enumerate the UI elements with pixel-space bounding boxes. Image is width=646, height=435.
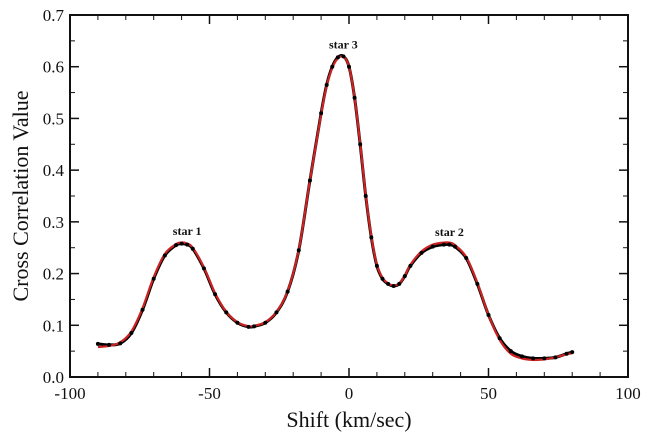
observed-data-point (519, 354, 524, 359)
annotations: star 1 star 3 star 2 (173, 38, 464, 239)
observed-data-point (475, 281, 480, 286)
observed-series-line (97, 54, 573, 361)
observed-data-point (347, 64, 351, 69)
observed-data-point (246, 324, 251, 329)
observed-data-point (296, 248, 301, 253)
observed-data-point (235, 320, 240, 325)
y-tick-label: 0.6 (43, 58, 64, 77)
y-tick-label: 0.3 (43, 213, 64, 232)
observed-data-point (486, 312, 491, 317)
observed-data-point (319, 111, 324, 116)
observed-data-point (542, 356, 547, 361)
peak-annotation: star 3 (329, 38, 358, 52)
observed-data-point (391, 283, 396, 288)
observed-data-point (179, 241, 184, 246)
y-axis-title: Cross Correlation Value (8, 90, 33, 301)
observed-data-point (107, 342, 112, 347)
observed-data-point (352, 95, 357, 100)
observed-data-point (129, 331, 134, 336)
observed-data-point (324, 82, 329, 87)
axis-ticks (69, 14, 629, 378)
x-tick-label: -100 (54, 384, 85, 403)
fit-series-line (97, 55, 573, 362)
series-layer (95, 54, 575, 362)
observed-data-point (341, 54, 346, 59)
observed-data-point (453, 244, 458, 249)
observed-data-point (408, 263, 413, 268)
observed-data-point (213, 292, 218, 297)
observed-data-point (363, 194, 368, 198)
observed-data-point (174, 243, 179, 248)
observed-data-point (151, 276, 156, 281)
observed-data-point (380, 276, 385, 281)
x-tick-label: 0 (345, 384, 354, 403)
observed-data-point (402, 274, 407, 279)
observed-data-point (430, 244, 435, 249)
observed-data-point (95, 341, 100, 346)
observed-data-point (386, 281, 391, 286)
observed-data-point (369, 235, 374, 240)
observed-data-point (285, 289, 290, 294)
y-tick-label: 0.0 (43, 368, 64, 387)
y-tick-label: 0.1 (43, 316, 64, 335)
observed-data-point (274, 310, 279, 315)
observed-data-point (553, 355, 558, 360)
peak-annotation: star 1 (173, 224, 202, 238)
observed-data-point (447, 242, 452, 247)
observed-data-point (190, 246, 195, 251)
x-tick-label: -50 (198, 384, 221, 403)
axis-tick-labels: -100 -50 0 50 100 0.0 0.1 0.2 0.3 0.4 0.5 0.6 0.7 (43, 6, 641, 403)
observed-data-point (570, 350, 575, 355)
x-tick-label: 50 (480, 384, 497, 403)
observed-data-point (307, 178, 312, 183)
observed-data-point (358, 142, 363, 147)
y-tick-label: 0.2 (43, 265, 64, 284)
y-tick-label: 0.5 (43, 109, 64, 128)
observed-data-point (224, 310, 229, 315)
observed-data-point (531, 356, 536, 361)
observed-data-point (441, 242, 446, 247)
observed-data-point (263, 320, 268, 325)
observed-data-point (140, 307, 145, 312)
observed-data-point (497, 336, 502, 341)
observed-data-point (118, 341, 123, 346)
observed-data-point (374, 263, 379, 268)
observed-data-point (397, 281, 402, 286)
observed-data-point (335, 55, 340, 60)
observed-data-point (464, 256, 469, 261)
observed-data-point (330, 64, 335, 69)
observed-data-point (252, 324, 257, 329)
observed-data-point (162, 253, 167, 258)
x-axis-title: Shift (km/sec) (286, 407, 411, 432)
observed-data-point (564, 351, 569, 356)
observed-data-point (201, 266, 206, 271)
observed-data-point (185, 242, 190, 247)
x-tick-label: 100 (615, 384, 641, 403)
y-tick-label: 0.4 (43, 161, 65, 180)
peak-annotation: star 2 (435, 225, 464, 239)
observed-data-point (419, 250, 424, 255)
y-tick-label: 0.7 (43, 6, 65, 25)
observed-data-point (508, 349, 513, 354)
